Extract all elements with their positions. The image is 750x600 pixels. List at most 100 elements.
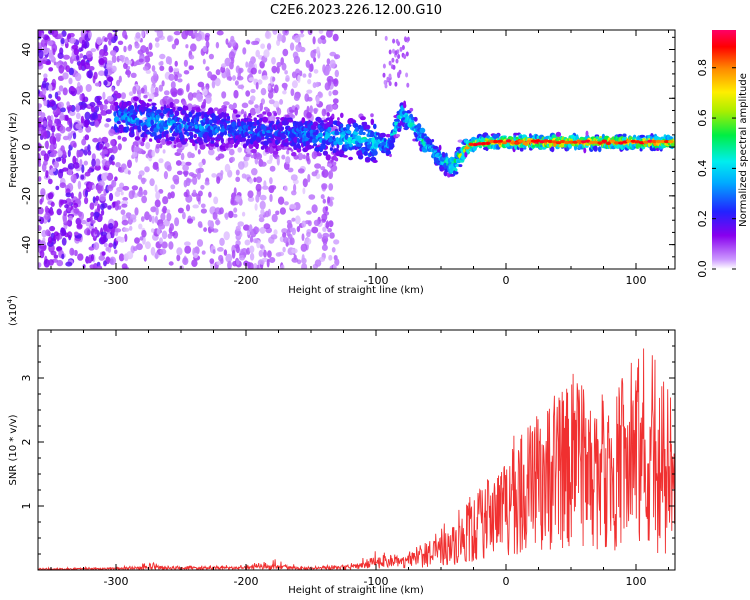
noise-blob <box>105 109 112 115</box>
ridge-blob <box>153 106 157 111</box>
noise-blob <box>73 231 79 236</box>
ridge-blob <box>247 118 253 122</box>
noise-blob <box>187 30 194 36</box>
noise-blob <box>264 210 270 218</box>
noise-blob <box>219 237 225 246</box>
noise-blob <box>70 192 74 199</box>
ridge-blob <box>135 147 141 151</box>
ridge-blob <box>151 131 157 137</box>
ridge-core <box>543 139 549 143</box>
noise-blob <box>75 112 81 120</box>
ridge-blob <box>301 117 306 124</box>
noise-blob <box>91 158 96 167</box>
ridge-blob <box>116 92 122 99</box>
noise-blob <box>158 61 164 66</box>
noise-blob <box>229 148 235 156</box>
noise-blob <box>49 152 57 158</box>
ridge-blob <box>478 145 483 149</box>
noise-blob <box>289 42 295 51</box>
noise-blob <box>162 149 166 154</box>
ridge-blob <box>254 104 259 109</box>
ridge-blob <box>229 139 235 145</box>
ridge-blob <box>373 123 377 130</box>
x-tick-label: 0 <box>503 274 510 287</box>
noise-blob <box>83 160 89 166</box>
ridge-core <box>468 142 475 146</box>
ridge-blob <box>305 140 310 146</box>
noise-blob <box>135 60 140 66</box>
ridge-blob <box>193 133 197 139</box>
ridge-blob <box>335 137 340 143</box>
ridge-blob <box>192 141 196 147</box>
noise-blob <box>78 191 82 200</box>
noise-blob <box>68 117 72 125</box>
noise-blob <box>49 225 56 232</box>
ridge-blob <box>380 132 386 138</box>
noise-blob <box>167 233 173 239</box>
noise-blob <box>257 79 263 85</box>
ridge-blob <box>253 117 257 122</box>
noise-blob <box>99 103 104 112</box>
noise-blob <box>111 145 118 154</box>
noise-blob <box>250 88 256 94</box>
noise-blob <box>229 39 236 47</box>
ridge-core <box>501 141 508 145</box>
noise-blob <box>231 249 236 259</box>
noise-blob <box>109 256 117 266</box>
noise-blob <box>306 89 313 94</box>
snr-trace <box>38 348 675 570</box>
ridge-blob <box>208 107 214 114</box>
noise-blob <box>406 36 410 42</box>
ridge-blob <box>370 113 374 118</box>
noise-blob <box>282 232 287 238</box>
noise-blob <box>83 119 89 128</box>
noise-blob <box>267 84 271 91</box>
noise-blob <box>59 112 64 119</box>
noise-blob <box>392 48 395 54</box>
noise-blob <box>102 223 108 233</box>
noise-blob <box>67 163 75 170</box>
ridge-blob <box>306 152 310 156</box>
ridge-core <box>663 140 670 144</box>
noise-blob <box>115 162 121 168</box>
ridge-blob <box>348 156 353 161</box>
noise-blob <box>236 75 244 81</box>
noise-blob <box>307 220 312 227</box>
noise-blob <box>304 93 310 102</box>
noise-blob <box>291 257 299 263</box>
noise-blob <box>205 66 210 71</box>
noise-blob <box>313 219 320 226</box>
noise-blob <box>286 219 292 225</box>
noise-blob <box>183 191 188 198</box>
snr-scale-exp: 4 <box>6 298 14 303</box>
noise-blob <box>275 252 282 257</box>
noise-blob <box>104 160 111 168</box>
noise-blob <box>48 93 53 99</box>
noise-blob <box>295 44 303 53</box>
noise-blob <box>170 81 176 89</box>
ridge-core <box>576 139 583 143</box>
noise-blob <box>73 48 80 56</box>
y-tick-label: -20 <box>20 187 33 205</box>
noise-blob <box>185 177 191 187</box>
noise-blob <box>249 245 255 254</box>
ridge-blob <box>334 130 340 136</box>
ridge-blob <box>197 149 201 155</box>
noise-blob <box>38 262 42 268</box>
noise-blob <box>139 236 144 241</box>
noise-blob <box>234 80 239 86</box>
ridge-blob <box>166 140 173 145</box>
noise-blob <box>245 90 251 97</box>
noise-blob <box>310 49 316 59</box>
noise-blob <box>158 158 164 164</box>
noise-blob <box>248 178 253 184</box>
noise-blob <box>56 208 62 216</box>
noise-blob <box>215 69 221 76</box>
noise-blob <box>80 30 84 38</box>
noise-blob <box>305 154 310 162</box>
noise-blob <box>117 143 122 151</box>
noise-blob <box>62 135 69 141</box>
noise-blob <box>154 215 158 224</box>
noise-blob <box>264 30 272 40</box>
ridge-blob <box>330 159 334 163</box>
